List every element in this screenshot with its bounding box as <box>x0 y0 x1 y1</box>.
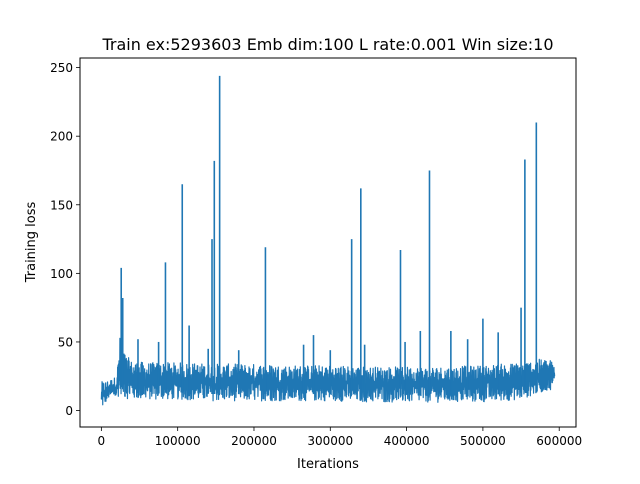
chart-title: Train ex:5293603 Emb dim:100 L rate:0.00… <box>101 35 553 54</box>
x-tick-label: 400000 <box>384 434 430 448</box>
y-tick-label: 200 <box>50 130 73 144</box>
x-tick-label: 300000 <box>307 434 353 448</box>
x-axis: 0 100000 200000 300000 400000 500000 600000 <box>98 427 582 448</box>
x-tick-label: 0 <box>98 434 106 448</box>
y-axis-label: Training loss <box>24 202 39 284</box>
x-tick-label: 100000 <box>155 434 201 448</box>
y-tick-label: 0 <box>65 404 73 418</box>
x-tick-label: 600000 <box>536 434 582 448</box>
y-axis: 0 50 100 150 200 250 <box>50 61 80 418</box>
y-tick-label: 150 <box>50 198 73 212</box>
y-tick-label: 250 <box>50 61 73 75</box>
x-tick-label: 500000 <box>460 434 506 448</box>
plot-frame <box>79 57 577 428</box>
y-tick-label: 50 <box>58 335 73 349</box>
x-tick-label: 200000 <box>231 434 277 448</box>
x-axis-label: Iterations <box>297 457 359 472</box>
y-tick-label: 100 <box>50 267 73 281</box>
plot-layer <box>100 75 556 406</box>
loss-line <box>100 335 556 406</box>
